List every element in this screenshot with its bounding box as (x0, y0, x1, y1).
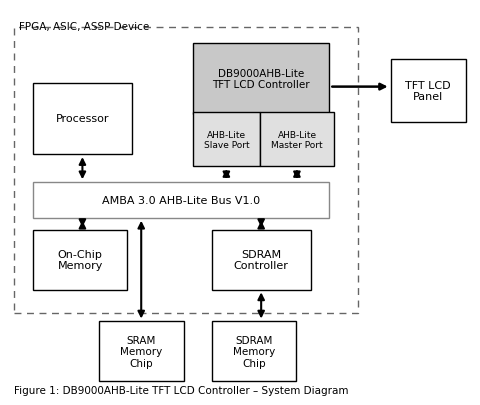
Text: AHB-Lite
Master Port: AHB-Lite Master Port (271, 130, 323, 150)
Text: Processor: Processor (56, 114, 109, 124)
Text: SRAM
Memory
Chip: SRAM Memory Chip (120, 335, 162, 368)
Text: Figure 1: DB9000AHB-Lite TFT LCD Controller – System Diagram: Figure 1: DB9000AHB-Lite TFT LCD Control… (14, 385, 348, 395)
Bar (212, 322, 297, 381)
Text: TFT LCD
Panel: TFT LCD Panel (405, 81, 451, 102)
Bar (33, 183, 329, 218)
Bar (193, 44, 329, 115)
Bar (33, 83, 132, 155)
Bar (99, 322, 183, 381)
Bar (391, 60, 466, 123)
Text: AMBA 3.0 AHB-Lite Bus V1.0: AMBA 3.0 AHB-Lite Bus V1.0 (102, 196, 260, 205)
Bar (212, 230, 311, 290)
Text: SDRAM
Memory
Chip: SDRAM Memory Chip (233, 335, 275, 368)
Bar (260, 113, 334, 167)
Bar (33, 230, 127, 290)
Bar (193, 113, 260, 167)
Text: FPGA, ASIC, ASSP Device: FPGA, ASIC, ASSP Device (19, 22, 149, 32)
Text: AHB-Lite
Slave Port: AHB-Lite Slave Port (204, 130, 250, 150)
Text: DB9000AHB-Lite
TFT LCD Controller: DB9000AHB-Lite TFT LCD Controller (212, 69, 310, 90)
Text: On-Chip
Memory: On-Chip Memory (58, 249, 103, 271)
Bar (14, 28, 358, 313)
Text: SDRAM
Controller: SDRAM Controller (234, 249, 288, 271)
